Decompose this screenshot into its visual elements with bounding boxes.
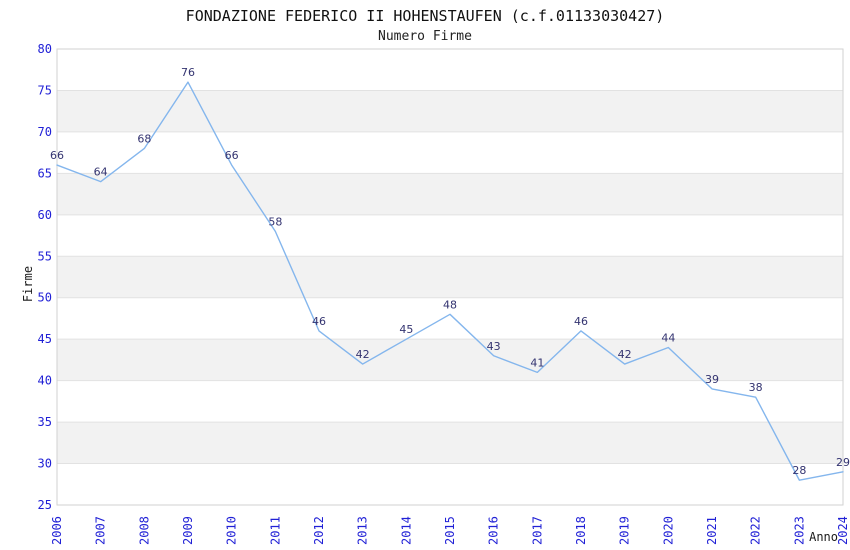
x-tick-label: 2009 (181, 516, 195, 545)
y-tick-label: 40 (38, 374, 52, 388)
plot-band (57, 339, 843, 381)
data-point-label: 45 (399, 323, 413, 336)
x-tick-label: 2024 (836, 516, 850, 545)
y-tick-label: 55 (38, 249, 52, 263)
data-point-label: 46 (574, 315, 588, 328)
y-tick-label: 75 (38, 83, 52, 97)
data-point-label: 68 (137, 132, 151, 145)
x-tick-label: 2010 (225, 516, 239, 545)
plot-band (57, 380, 843, 423)
y-tick-label: 35 (38, 415, 52, 429)
x-tick-label: 2006 (50, 516, 64, 545)
plot-band (57, 256, 843, 298)
x-tick-label: 2012 (312, 516, 326, 545)
y-tick-label: 65 (38, 166, 52, 180)
plot-band (57, 49, 843, 91)
plot-band (57, 90, 843, 132)
x-axis-title: Anno (809, 530, 838, 544)
x-tick-label: 2018 (574, 516, 588, 545)
x-tick-label: 2022 (749, 516, 763, 545)
data-point-label: 42 (356, 348, 370, 361)
x-tick-label: 2008 (137, 516, 151, 545)
plot-border (56, 48, 844, 506)
y-tick-label: 25 (38, 498, 52, 512)
x-tick-label: 2023 (792, 516, 806, 545)
y-tick-label: 45 (38, 332, 52, 346)
plot-band (57, 173, 843, 215)
data-point-label: 38 (749, 381, 763, 394)
data-point-label: 66 (50, 149, 64, 162)
data-point-label: 43 (487, 340, 501, 353)
data-point-label: 46 (312, 315, 326, 328)
x-tick-label: 2017 (530, 516, 544, 545)
data-point-label: 42 (618, 348, 632, 361)
data-point-label: 29 (836, 456, 850, 469)
y-tick-label: 30 (38, 457, 52, 471)
chart-subtitle: Numero Firme (378, 29, 472, 44)
y-tick-label: 60 (38, 208, 52, 222)
plot-band (57, 297, 843, 340)
x-tick-label: 2020 (661, 516, 675, 545)
x-tick-label: 2011 (268, 516, 282, 545)
data-point-label: 76 (181, 66, 195, 79)
x-tick-label: 2013 (356, 516, 370, 545)
data-point-label: 44 (661, 331, 675, 344)
x-tick-label: 2007 (94, 516, 108, 545)
plot-band (57, 214, 843, 257)
y-tick-label: 70 (38, 125, 52, 139)
data-point-label: 66 (225, 149, 239, 162)
data-point-label: 28 (792, 464, 806, 477)
chart-title: FONDAZIONE FEDERICO II HOHENSTAUFEN (c.f… (185, 7, 665, 25)
x-tick-label: 2016 (487, 516, 501, 545)
plot-band (57, 422, 843, 464)
y-tick-label: 50 (38, 291, 52, 305)
plot-band (57, 131, 843, 174)
data-point-label: 39 (705, 373, 719, 386)
x-tick-label: 2019 (618, 516, 632, 545)
plot-band (57, 463, 843, 505)
data-point-label: 48 (443, 298, 457, 311)
x-tick-label: 2015 (443, 516, 457, 545)
x-tick-label: 2014 (399, 516, 413, 545)
y-tick-label: 80 (38, 42, 52, 56)
data-point-label: 58 (268, 215, 282, 228)
x-tick-label: 2021 (705, 516, 719, 545)
data-point-label: 64 (94, 166, 108, 179)
data-line (56, 81, 844, 481)
data-point-label: 41 (530, 356, 544, 369)
